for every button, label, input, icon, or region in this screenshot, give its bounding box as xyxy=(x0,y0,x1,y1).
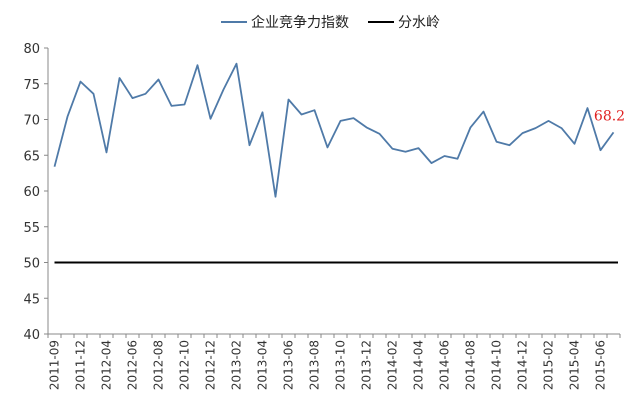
legend-label-watershed: 分水岭 xyxy=(398,15,440,31)
x-tick-label: 2012-06 xyxy=(126,340,140,390)
x-tick-label: 2015-04 xyxy=(568,340,582,390)
x-tick-label: 2012-12 xyxy=(204,340,218,390)
y-tick-label: 60 xyxy=(23,185,40,200)
plot-area xyxy=(53,62,618,264)
y-tick-label: 55 xyxy=(23,221,40,236)
x-tick-label: 2013-04 xyxy=(256,340,270,390)
x-tick-label: 2014-10 xyxy=(490,340,504,390)
y-tick-label: 70 xyxy=(23,114,40,129)
index-series-line xyxy=(53,62,615,198)
x-tick-label: 2014-04 xyxy=(412,340,426,390)
x-tick-label: 2013-12 xyxy=(360,340,374,390)
x-tick-label: 2013-02 xyxy=(230,340,244,390)
x-tick-label: 2013-10 xyxy=(334,340,348,390)
x-tick-label: 2013-08 xyxy=(308,340,322,390)
x-axis: 2011-09 2011-12 2012-04 2012-06 2012-08 2012-… xyxy=(47,333,621,390)
x-tick-label: 2012-08 xyxy=(152,340,166,390)
y-tick-label: 75 xyxy=(23,78,40,93)
legend: 企业竞争力指数 分水岭 xyxy=(221,14,440,31)
legend-label-index: 企业竞争力指数 xyxy=(251,14,349,31)
last-value-annotation: 68.2 xyxy=(594,108,625,124)
y-tick-label: 65 xyxy=(23,149,40,164)
x-tick-label: 2013-06 xyxy=(282,340,296,390)
x-tick-label: 2015-02 xyxy=(542,340,556,390)
y-axis: 40 45 50 55 60 65 70 75 80 xyxy=(23,42,49,343)
y-tick-label: 40 xyxy=(23,328,40,343)
y-tick-label: 50 xyxy=(23,257,40,272)
x-tick-label: 2012-04 xyxy=(100,340,114,390)
x-tick-label: 2014-06 xyxy=(438,340,452,390)
y-tick-label: 45 xyxy=(23,292,40,307)
x-tick-label: 2014-12 xyxy=(516,340,530,390)
x-tick-label: 2014-02 xyxy=(386,340,400,390)
x-tick-label: 2011-12 xyxy=(74,340,88,390)
x-tick-label: 2012-10 xyxy=(178,340,192,390)
x-tick-label: 2015-06 xyxy=(594,340,608,390)
x-tick-label: 2011-09 xyxy=(48,340,62,390)
x-tick-label: 2014-08 xyxy=(464,340,478,390)
y-tick-label: 80 xyxy=(23,42,40,57)
